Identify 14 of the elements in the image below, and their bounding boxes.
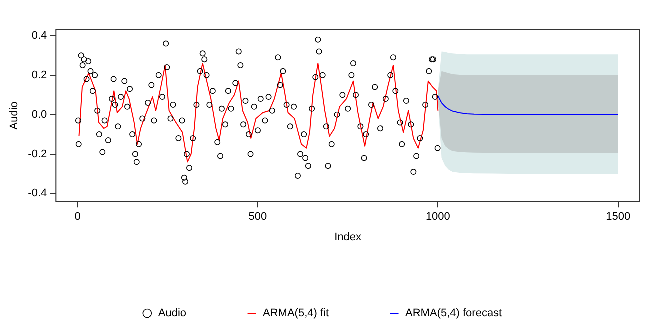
y-tick-label: 0.2	[32, 69, 48, 82]
x-tick-label: 1000	[426, 211, 450, 224]
legend-label: ARMA(5,4) forecast	[406, 308, 502, 320]
x-axis-title: Index	[334, 231, 362, 244]
y-axis-title: Audio	[8, 102, 21, 130]
y-tick-label: 0.0	[32, 108, 48, 121]
x-tick-label: 1500	[606, 211, 631, 224]
x-tick-label: 500	[248, 211, 268, 224]
x-tick-label: 0	[74, 211, 81, 224]
legend-label: ARMA(5,4) fit	[263, 308, 330, 320]
legend-label: Audio	[158, 308, 187, 320]
y-tick-label: 0.4	[32, 30, 48, 42]
y-tick-label: -0.4	[28, 188, 48, 200]
y-tick-label: -0.2	[28, 148, 48, 160]
